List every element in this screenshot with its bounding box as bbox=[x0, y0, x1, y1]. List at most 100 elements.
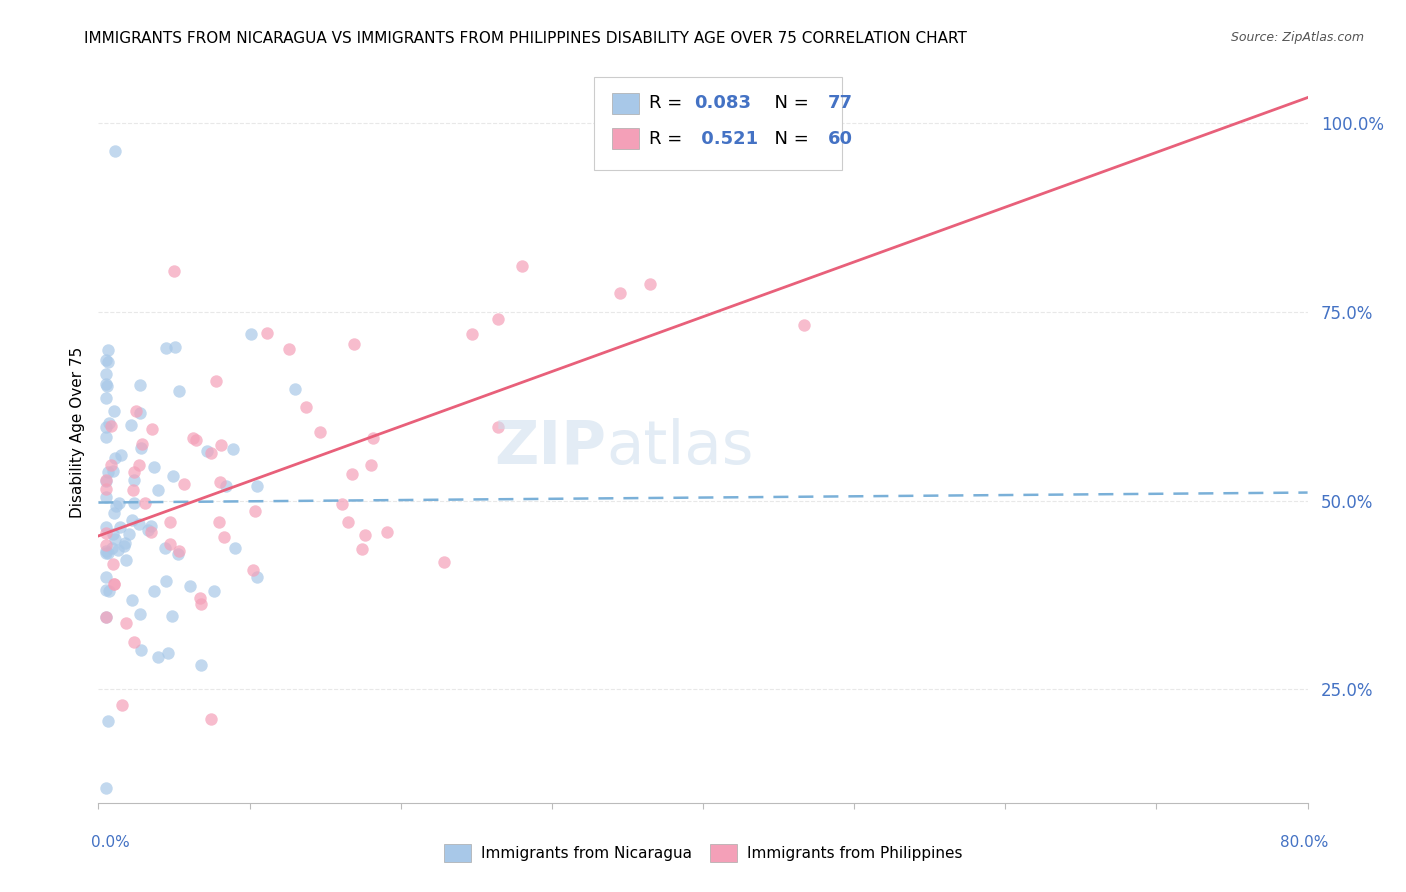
Point bbox=[336, 516, 359, 530]
Point bbox=[94, 430, 117, 444]
Point bbox=[159, 516, 181, 530]
Point bbox=[94, 610, 117, 624]
Point bbox=[94, 780, 117, 795]
Point bbox=[243, 504, 266, 518]
Point bbox=[97, 583, 120, 598]
Point bbox=[125, 403, 148, 417]
Point bbox=[128, 607, 150, 622]
Point bbox=[510, 259, 533, 273]
Point bbox=[188, 591, 211, 605]
Point bbox=[118, 527, 141, 541]
Point bbox=[195, 444, 218, 458]
Point bbox=[94, 474, 117, 488]
Point bbox=[103, 558, 125, 572]
Point bbox=[246, 479, 269, 493]
Text: atlas: atlas bbox=[606, 418, 754, 477]
Point bbox=[94, 473, 117, 487]
Point bbox=[100, 419, 122, 434]
Point bbox=[94, 544, 117, 558]
Point bbox=[343, 337, 366, 351]
Point bbox=[242, 563, 264, 577]
Point bbox=[200, 446, 222, 460]
Point bbox=[361, 431, 384, 445]
Point bbox=[94, 519, 117, 533]
Point bbox=[157, 646, 180, 660]
Point bbox=[128, 378, 150, 392]
Point bbox=[100, 458, 122, 472]
Point bbox=[202, 584, 225, 599]
Point bbox=[103, 506, 125, 520]
Point bbox=[131, 643, 153, 657]
Point bbox=[190, 658, 212, 673]
Point bbox=[94, 391, 117, 405]
Point bbox=[108, 496, 131, 510]
Point bbox=[103, 576, 125, 591]
Point bbox=[94, 376, 117, 391]
Point bbox=[340, 467, 363, 481]
Point bbox=[103, 577, 125, 591]
Point bbox=[155, 341, 177, 355]
Point bbox=[461, 327, 484, 342]
Point bbox=[107, 542, 129, 557]
Point bbox=[186, 433, 208, 447]
Point bbox=[330, 496, 353, 510]
Point bbox=[284, 382, 307, 396]
Point bbox=[128, 458, 150, 472]
Point bbox=[360, 458, 382, 473]
Point bbox=[97, 714, 120, 728]
Text: N =: N = bbox=[763, 129, 815, 148]
Point bbox=[96, 343, 118, 357]
Point bbox=[352, 542, 374, 557]
Point bbox=[139, 524, 162, 539]
Point bbox=[214, 479, 236, 493]
Point bbox=[121, 513, 143, 527]
Point bbox=[110, 448, 132, 462]
Text: N =: N = bbox=[763, 95, 815, 112]
Point bbox=[114, 536, 136, 550]
Point bbox=[94, 582, 117, 597]
Point bbox=[200, 712, 222, 726]
Point bbox=[224, 541, 246, 555]
Point bbox=[609, 285, 631, 300]
Point bbox=[103, 404, 125, 418]
Point bbox=[295, 400, 318, 414]
Text: IMMIGRANTS FROM NICARAGUA VS IMMIGRANTS FROM PHILIPPINES DISABILITY AGE OVER 75 : IMMIGRANTS FROM NICARAGUA VS IMMIGRANTS … bbox=[84, 31, 967, 46]
Point bbox=[112, 540, 135, 554]
Point bbox=[129, 406, 152, 420]
Point bbox=[162, 469, 184, 483]
Point bbox=[94, 490, 117, 504]
Point bbox=[208, 515, 231, 529]
Point bbox=[94, 420, 117, 434]
Point bbox=[124, 473, 146, 487]
Text: 0.083: 0.083 bbox=[695, 95, 752, 112]
Point bbox=[160, 609, 183, 624]
Point bbox=[121, 592, 143, 607]
Point bbox=[222, 442, 245, 457]
Point bbox=[136, 523, 159, 537]
Point bbox=[94, 482, 117, 496]
Point bbox=[277, 343, 299, 357]
Point bbox=[101, 527, 124, 541]
Point bbox=[173, 477, 195, 491]
Point bbox=[146, 483, 169, 497]
Point bbox=[108, 520, 131, 534]
Point bbox=[98, 417, 121, 431]
Y-axis label: Disability Age Over 75: Disability Age Over 75 bbox=[69, 347, 84, 518]
Point bbox=[97, 465, 120, 479]
Point bbox=[167, 544, 190, 558]
Point bbox=[181, 431, 204, 445]
Point bbox=[94, 570, 117, 584]
Point bbox=[169, 384, 191, 398]
Point bbox=[190, 597, 212, 611]
Point bbox=[208, 475, 231, 489]
Point bbox=[104, 532, 127, 546]
Point bbox=[97, 354, 120, 368]
Point bbox=[104, 144, 127, 158]
Point bbox=[120, 417, 142, 432]
Point bbox=[486, 420, 509, 434]
Point bbox=[124, 635, 146, 649]
Legend: Immigrants from Nicaragua, Immigrants from Philippines: Immigrants from Nicaragua, Immigrants fr… bbox=[444, 844, 962, 862]
Point bbox=[141, 422, 163, 436]
Point bbox=[115, 553, 138, 567]
Point bbox=[159, 537, 181, 551]
